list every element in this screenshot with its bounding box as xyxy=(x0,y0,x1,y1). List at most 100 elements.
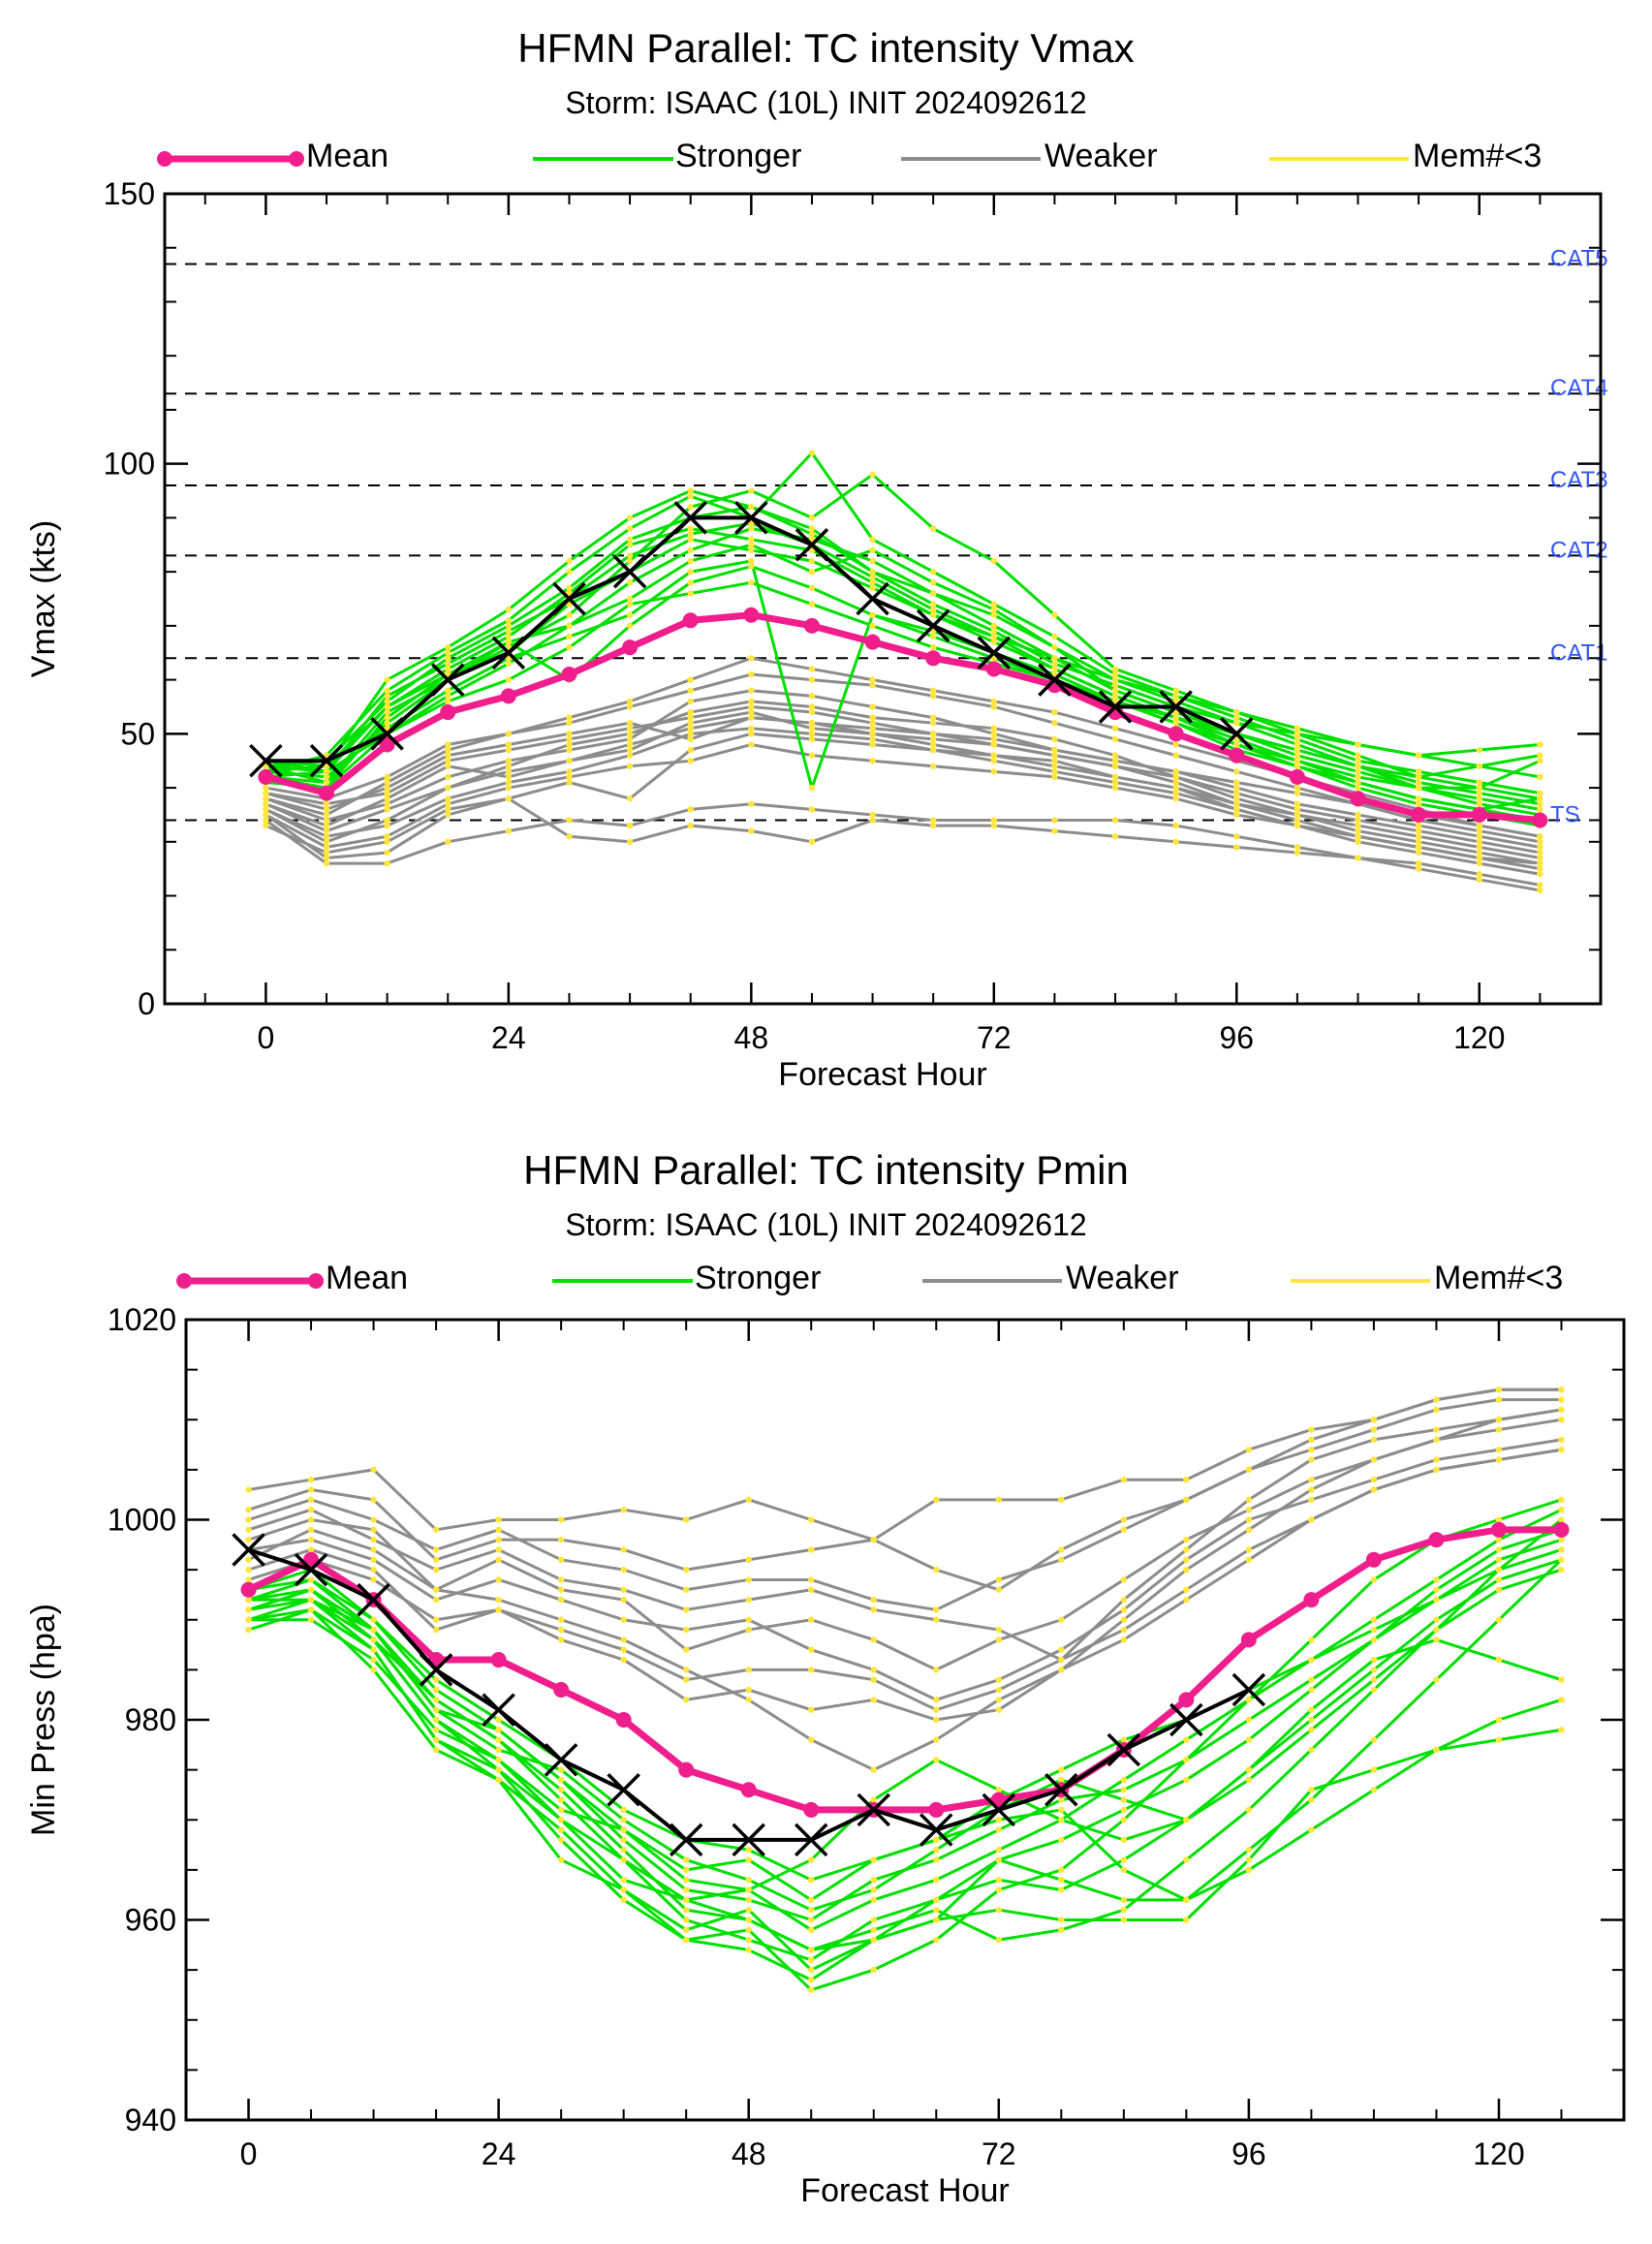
member-point xyxy=(432,1616,440,1623)
member-point xyxy=(808,1706,815,1713)
member-point xyxy=(1308,1436,1315,1444)
member-point xyxy=(870,1536,877,1543)
member-point xyxy=(990,622,998,630)
member-point xyxy=(748,827,755,834)
member-point xyxy=(1355,763,1361,769)
member-point xyxy=(808,450,816,456)
member-point xyxy=(990,606,998,613)
member-point xyxy=(682,1866,690,1874)
member-point xyxy=(808,1896,815,1904)
member-point xyxy=(933,1856,940,1863)
member-point xyxy=(808,1616,815,1623)
member-point xyxy=(445,763,452,769)
member-point xyxy=(557,1516,565,1523)
member-point xyxy=(1111,833,1119,840)
member-point xyxy=(1558,1406,1565,1414)
member-point xyxy=(1495,1736,1503,1743)
member-point xyxy=(1415,865,1422,872)
member-point xyxy=(1111,752,1119,759)
y-tick-label: 0 xyxy=(138,986,155,1021)
member-point xyxy=(933,1896,940,1904)
member-point xyxy=(1058,1656,1065,1664)
member-point xyxy=(384,784,390,792)
member-point xyxy=(432,1596,440,1604)
member-point xyxy=(990,822,998,829)
member-point xyxy=(1558,1676,1565,1683)
member-point xyxy=(263,790,269,796)
member-point xyxy=(432,1546,440,1553)
member-point xyxy=(808,703,816,710)
member-point xyxy=(1233,833,1240,840)
member-point xyxy=(384,849,390,857)
member-point xyxy=(1415,779,1422,786)
member-point xyxy=(869,758,876,764)
member-point xyxy=(557,1636,565,1643)
member-point xyxy=(748,525,755,532)
member-point xyxy=(1495,1447,1503,1453)
member-point xyxy=(995,1817,1002,1823)
member-point xyxy=(1355,822,1361,829)
member-point xyxy=(687,536,694,543)
member-point xyxy=(687,746,694,754)
member-point xyxy=(933,1736,940,1743)
member-point xyxy=(566,773,573,781)
member-point xyxy=(566,584,573,592)
member-point xyxy=(1051,746,1058,754)
member-point xyxy=(557,1586,565,1593)
member-point xyxy=(1245,1447,1253,1453)
member-point xyxy=(1433,1626,1440,1634)
member-point xyxy=(748,546,755,554)
member-point xyxy=(929,735,937,743)
member-point xyxy=(1245,1516,1253,1523)
member-point xyxy=(1476,763,1482,769)
member-point xyxy=(557,1826,565,1833)
member-point xyxy=(870,1917,877,1923)
weaker-member-line xyxy=(265,742,1541,865)
weaker-member-line xyxy=(265,732,1541,876)
member-point xyxy=(745,1896,752,1904)
member-point xyxy=(495,1757,502,1763)
member-point xyxy=(1120,1606,1128,1613)
member-point xyxy=(1537,855,1543,861)
member-point xyxy=(620,1566,627,1574)
member-point xyxy=(1120,1906,1128,1914)
member-point xyxy=(1245,1556,1253,1563)
member-point xyxy=(1183,1586,1190,1593)
member-point xyxy=(1294,741,1301,748)
stronger-member-line xyxy=(265,580,1541,800)
official-marker xyxy=(491,636,526,670)
member-point xyxy=(995,1636,1002,1643)
member-point xyxy=(1233,741,1240,748)
member-point xyxy=(1120,1917,1128,1923)
member-point xyxy=(1537,833,1543,840)
member-point xyxy=(445,784,452,792)
category-label-cat1: CAT1 xyxy=(1550,639,1608,666)
official-marker xyxy=(977,636,1012,670)
member-point xyxy=(990,633,998,640)
stronger-member-line xyxy=(265,538,1541,827)
mean-point xyxy=(1178,1692,1195,1708)
member-point xyxy=(1233,779,1240,786)
member-point xyxy=(990,611,998,618)
member-point xyxy=(1120,1626,1128,1634)
member-point xyxy=(869,741,876,748)
member-point xyxy=(505,628,513,635)
official-marker xyxy=(309,743,344,778)
legend: Mean Stronger Weaker Mem#<3 xyxy=(0,1258,1652,1300)
member-point xyxy=(929,731,937,737)
member-point xyxy=(748,731,755,737)
member-point xyxy=(1476,859,1482,867)
official-marker xyxy=(1098,690,1133,724)
member-point xyxy=(626,595,634,603)
member-point xyxy=(263,811,269,819)
member-point xyxy=(505,768,513,775)
member-point xyxy=(1537,859,1543,867)
member-point xyxy=(933,1716,940,1724)
member-point xyxy=(995,1906,1002,1914)
member-point xyxy=(445,741,452,748)
member-point xyxy=(370,1636,377,1643)
member-point xyxy=(808,1736,815,1743)
x-tick-label: 48 xyxy=(732,2136,766,2171)
legend-members-swatch xyxy=(1269,157,1409,161)
member-point xyxy=(1245,1866,1253,1874)
